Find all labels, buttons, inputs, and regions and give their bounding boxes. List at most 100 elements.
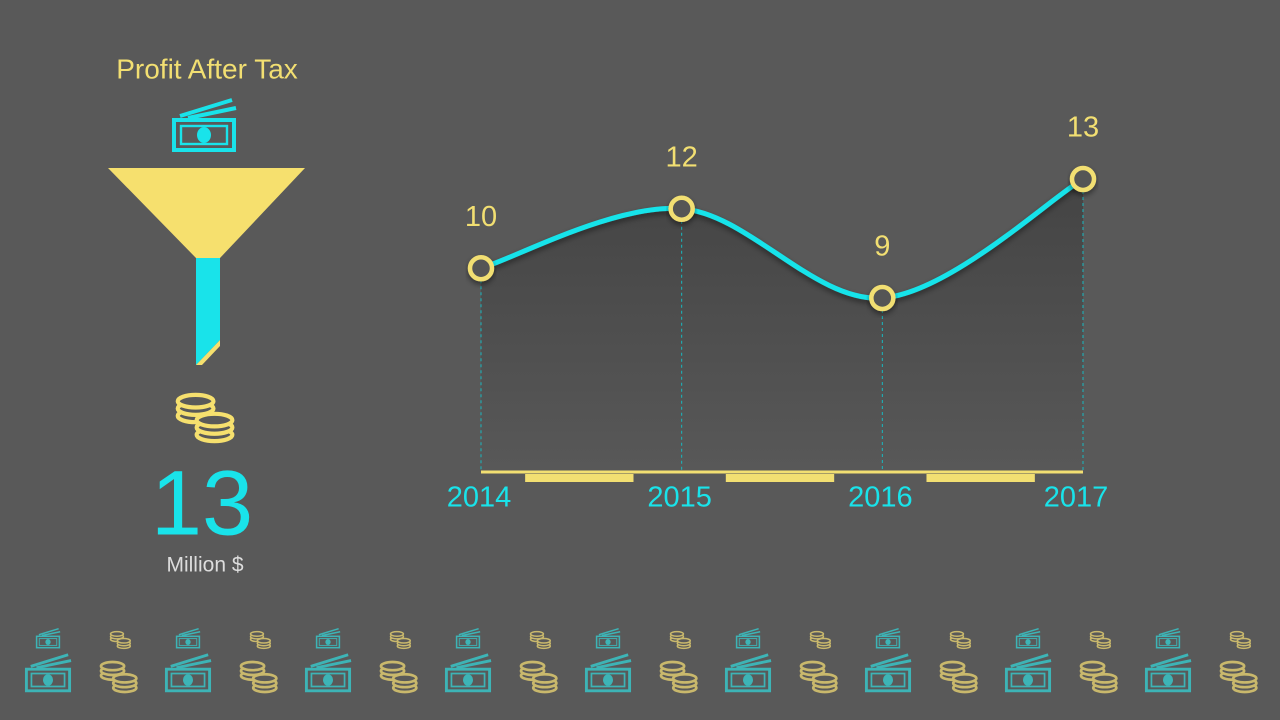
coins-icon xyxy=(1219,660,1258,694)
cash-back xyxy=(461,630,481,637)
coins-icon xyxy=(109,630,132,650)
cash-inner xyxy=(730,672,766,688)
coin xyxy=(531,672,558,684)
cash-inner xyxy=(30,672,66,688)
cash-icon xyxy=(1155,627,1181,649)
cash-back xyxy=(30,653,69,668)
cash-bill xyxy=(864,667,912,693)
cash-center xyxy=(1162,674,1174,686)
cash-center xyxy=(197,127,211,143)
cash-back xyxy=(321,630,341,637)
cash-center xyxy=(462,674,474,686)
coin xyxy=(1229,630,1245,637)
cash-icon xyxy=(735,627,761,649)
cash-icon xyxy=(864,653,912,693)
cash-back xyxy=(170,653,209,668)
cash-icon xyxy=(724,653,772,693)
x-tick-label: 2017 xyxy=(1044,482,1109,514)
coin xyxy=(109,630,125,637)
coin xyxy=(669,630,685,637)
coin xyxy=(1236,637,1252,644)
cash-center xyxy=(325,638,331,646)
cash-inner xyxy=(1018,638,1038,646)
cash-back xyxy=(878,627,899,636)
coins-icon xyxy=(175,392,235,444)
coin xyxy=(99,660,126,672)
cash-bill xyxy=(164,667,212,693)
cash-back xyxy=(1161,630,1181,637)
cash-center xyxy=(602,674,614,686)
cash-back xyxy=(38,627,59,636)
coin xyxy=(536,637,552,644)
axis-segment xyxy=(525,474,634,482)
coin xyxy=(239,660,266,672)
cash-bill xyxy=(24,667,72,693)
coin xyxy=(194,411,235,429)
cash-inner xyxy=(450,672,486,688)
coin xyxy=(1091,672,1118,684)
cash-inner xyxy=(458,638,478,646)
cash-center xyxy=(885,638,891,646)
cash-icon xyxy=(315,627,341,649)
axis-segment xyxy=(926,474,1035,482)
coin xyxy=(956,637,972,644)
cash-center xyxy=(882,674,894,686)
cash-center xyxy=(45,638,51,646)
cash-back xyxy=(881,630,901,637)
coins-icon xyxy=(529,630,552,650)
x-tick-label: 2014 xyxy=(447,482,512,514)
cash-bill xyxy=(1144,667,1192,693)
cash-center xyxy=(742,674,754,686)
cash-back xyxy=(316,659,352,670)
cash-bill xyxy=(455,635,481,649)
cash-back xyxy=(1016,659,1052,670)
coin xyxy=(809,630,825,637)
cash-inner xyxy=(738,638,758,646)
cash-back xyxy=(741,630,761,637)
cash-icon xyxy=(875,627,901,649)
cash-back xyxy=(601,630,621,637)
coins-icon xyxy=(99,660,138,694)
coins-icon xyxy=(1089,630,1112,650)
coin xyxy=(175,392,216,410)
cash-back xyxy=(1018,627,1039,636)
cash-bill xyxy=(1015,635,1041,649)
icon-row xyxy=(24,627,1258,694)
cash-back xyxy=(41,630,61,637)
cash-icon xyxy=(595,627,621,649)
cash-inner xyxy=(38,638,58,646)
cash-back xyxy=(1156,659,1192,670)
cash-icon xyxy=(1004,653,1052,693)
cash-icon xyxy=(24,653,72,693)
cash-inner xyxy=(1158,638,1178,646)
coin xyxy=(519,660,546,672)
cash-bill xyxy=(444,667,492,693)
cash-back xyxy=(736,659,772,670)
coin xyxy=(391,672,418,684)
cash-inner xyxy=(598,638,618,646)
cash-inner xyxy=(870,672,906,688)
cash-icon xyxy=(444,653,492,693)
coins-icon xyxy=(669,630,692,650)
coin xyxy=(251,672,278,684)
coin xyxy=(671,672,698,684)
cash-inner xyxy=(590,672,626,688)
cash-center xyxy=(185,638,191,646)
cash-bill xyxy=(735,635,761,649)
cash-back xyxy=(1150,653,1189,668)
coin xyxy=(659,660,686,672)
cash-bill xyxy=(1155,635,1181,649)
coins-icon xyxy=(809,630,832,650)
value-label: 13 xyxy=(1067,112,1099,144)
coin xyxy=(396,637,412,644)
cash-bill xyxy=(304,667,352,693)
cash-inner xyxy=(1010,672,1046,688)
cash-bill xyxy=(595,635,621,649)
cash-inner xyxy=(878,638,898,646)
cash-center xyxy=(322,674,334,686)
cash-center xyxy=(1022,674,1034,686)
line-chart: 10 2014 12 2015 9 2016 13 2017 xyxy=(447,112,1109,514)
coin xyxy=(951,672,978,684)
cash-back xyxy=(450,653,489,668)
coin xyxy=(1231,672,1258,684)
